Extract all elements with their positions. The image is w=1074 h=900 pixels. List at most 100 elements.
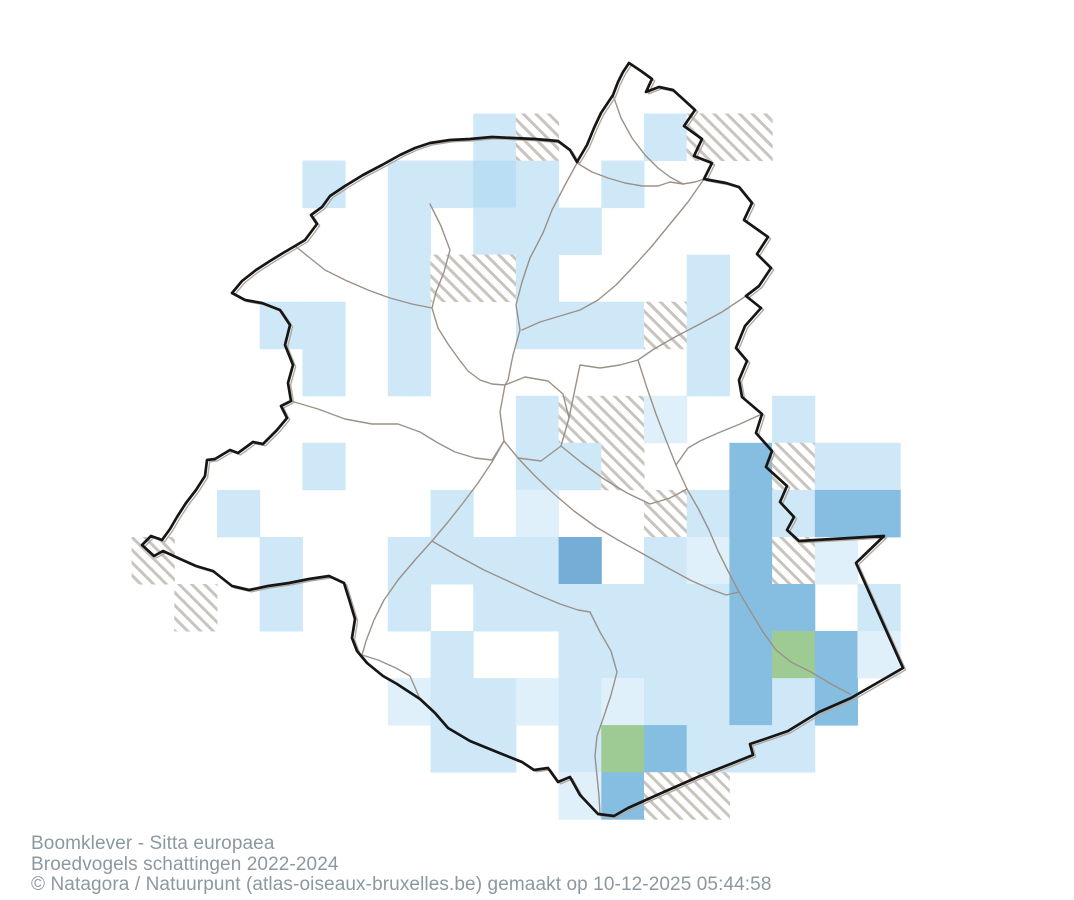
grid-cell-c15r9 — [772, 537, 816, 585]
grid-cell-c10r2 — [558, 207, 602, 256]
grid-cells-layer — [131, 113, 901, 820]
municipal-boundary-line — [431, 540, 591, 613]
grid-cell-c3r10 — [259, 584, 303, 632]
grid-cell-c0r9 — [131, 537, 175, 585]
grid-cell-c16r8 — [814, 489, 858, 538]
grid-cell-c14r12 — [729, 678, 773, 726]
grid-cell-c9r10 — [515, 584, 560, 632]
grid-cell-c9r12 — [515, 678, 560, 726]
municipal-boundary-line — [686, 488, 851, 695]
municipal-boundary-line — [589, 611, 618, 815]
grid-cell-c13r13 — [686, 725, 730, 773]
grid-cell-c13r4 — [686, 301, 730, 350]
grid-cell-c11r11 — [601, 631, 645, 679]
map-subtitle-survey: Broedvogels schattingen 2022-2024 — [31, 853, 339, 875]
grid-cell-c6r4 — [387, 301, 431, 350]
municipal-boundary-line — [675, 413, 763, 466]
grid-cell-c6r2 — [387, 207, 431, 256]
grid-cell-c11r13 — [601, 725, 645, 773]
grid-cell-c16r12 — [814, 678, 858, 726]
grid-cell-c17r7 — [857, 442, 901, 491]
grid-cell-c12r8 — [644, 489, 688, 538]
grid-cell-c6r10 — [387, 584, 431, 632]
grid-cell-c10r13 — [558, 725, 602, 773]
grid-cell-c6r9 — [387, 537, 431, 585]
grid-cell-c1r10 — [174, 584, 218, 632]
grid-cell-c14r10 — [729, 584, 773, 632]
map-credit-line: © Natagora / Natuurpunt (atlas-oiseaux-b… — [31, 874, 772, 895]
grid-cell-c16r11 — [814, 631, 858, 679]
municipal-boundary-line — [361, 654, 421, 700]
grid-cell-c12r10 — [644, 584, 688, 632]
grid-cell-c12r11 — [644, 631, 688, 679]
grid-cell-c8r13 — [473, 725, 517, 773]
grid-cell-c8r9 — [473, 537, 517, 585]
grid-cell-c4r5 — [302, 348, 346, 397]
grid-cell-c15r13 — [772, 725, 816, 773]
grid-cell-c11r1 — [601, 160, 645, 209]
grid-cell-c11r10 — [601, 584, 645, 632]
grid-cell-c2r8 — [217, 489, 261, 538]
grid-cell-c15r6 — [772, 395, 816, 444]
grid-cell-c9r8 — [515, 489, 560, 538]
grid-cell-c12r4 — [644, 301, 688, 350]
municipal-boundary-line — [576, 162, 684, 187]
grid-cell-c8r3 — [473, 254, 517, 303]
grid-cell-c14r0 — [729, 113, 773, 161]
municipal-boundary-line — [644, 554, 740, 596]
grid-cell-c11r6 — [601, 395, 645, 444]
grid-cell-c6r3 — [387, 254, 431, 303]
grid-cell-c10r11 — [558, 631, 602, 679]
grid-cell-c17r10 — [857, 584, 901, 632]
grid-cell-c4r1 — [302, 160, 346, 209]
grid-cell-c15r7 — [772, 442, 816, 491]
municipal-boundary-line — [568, 295, 747, 419]
grid-cell-c4r4 — [302, 301, 346, 350]
grid-cell-c13r12 — [686, 678, 730, 726]
municipal-boundary-line — [521, 178, 705, 331]
grid-cell-c3r4 — [259, 301, 303, 350]
grid-cell-c10r9 — [558, 537, 602, 585]
region-boundary-halo — [143, 64, 907, 819]
municipal-boundary-line — [637, 359, 688, 490]
map-title-species: Boomklever - Sitta europaea — [31, 833, 275, 854]
grid-cell-c7r12 — [430, 678, 474, 726]
grid-cell-c8r12 — [473, 678, 517, 726]
municipal-boundaries-layer — [290, 94, 851, 815]
grid-cell-c11r7 — [601, 442, 645, 491]
grid-cell-c14r8 — [729, 489, 773, 538]
municipal-boundary-line — [560, 445, 688, 505]
grid-cell-c12r9 — [644, 537, 688, 585]
grid-cell-c9r1 — [515, 160, 560, 209]
grid-cell-c8r10 — [473, 584, 517, 632]
grid-cell-c10r4 — [558, 301, 602, 350]
grid-cell-c13r5 — [686, 348, 730, 397]
municipal-boundary-line — [290, 400, 505, 461]
grid-cell-c10r12 — [558, 678, 602, 726]
grid-cell-c14r9 — [729, 537, 773, 585]
grid-cell-c17r11 — [857, 631, 901, 679]
grid-cell-c12r6 — [644, 395, 688, 444]
map-caption: Boomklever - Sitta europaea Broedvogels … — [31, 833, 772, 896]
grid-cell-c11r4 — [601, 301, 645, 350]
grid-cell-c6r1 — [387, 160, 431, 209]
grid-cell-c15r8 — [772, 489, 816, 538]
grid-cell-c9r9 — [515, 537, 560, 585]
grid-cell-c9r2 — [515, 207, 560, 256]
grid-cell-c13r10 — [686, 584, 730, 632]
municipal-boundary-line — [517, 457, 646, 556]
grid-cell-c13r0 — [686, 113, 730, 161]
region-boundary — [140, 61, 905, 818]
grid-cell-c7r11 — [430, 631, 474, 679]
grid-cell-c13r8 — [686, 489, 730, 538]
grid-cell-c12r12 — [644, 678, 688, 726]
grid-cell-c10r10 — [558, 584, 602, 632]
grid-cell-c11r14 — [601, 772, 645, 820]
grid-cell-c14r11 — [729, 631, 773, 679]
grid-cell-c6r5 — [387, 348, 431, 397]
grid-cell-c4r7 — [302, 442, 346, 491]
grid-cell-c7r1 — [430, 160, 474, 209]
grid-cell-c13r3 — [686, 254, 730, 303]
